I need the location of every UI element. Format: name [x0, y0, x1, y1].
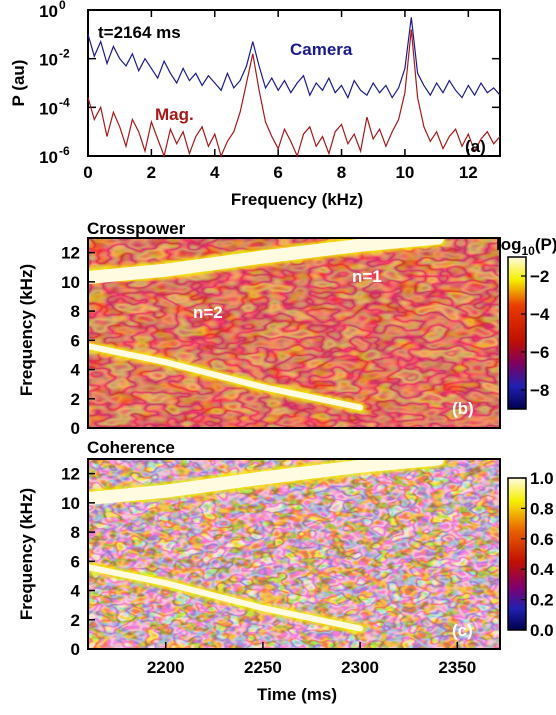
crosspower-panel: Crosspower 0 2 4 6 8 10 12 n=1 n=2 (b) Frequen… [17, 219, 556, 438]
colorbar-c [507, 477, 527, 631]
colorbar-tick-label: −2 [530, 267, 549, 286]
coherence-frame [87, 458, 501, 650]
colorbar-tick-label: 0.0 [530, 621, 554, 640]
crosspower-mode-tracks [88, 238, 447, 413]
x-tick-label: 2300 [341, 658, 379, 677]
x-tick-label: 4 [210, 163, 220, 182]
legend-mag: Mag. [155, 105, 194, 124]
x-tick-label: 2 [147, 163, 156, 182]
spectrum-plot-frame [87, 9, 501, 157]
colorbar-tick-label: −4 [530, 305, 550, 324]
mode-label-n1: n=1 [352, 267, 382, 286]
colorbar-tick-label: 0.6 [530, 530, 554, 549]
y-tick-label: 8 [71, 523, 80, 542]
mode-track-n=1 [88, 238, 445, 284]
panel-c-label: (c) [452, 621, 473, 640]
colorbar-b [507, 256, 527, 410]
spectrum-ylabel: P (au) [9, 60, 28, 107]
spectrum-xlabel: Frequency (kHz) [231, 190, 363, 209]
coherence-title: Coherence [87, 438, 175, 457]
mode-track-n=2 [88, 343, 364, 411]
y-tick-exponent: -6 [59, 144, 70, 158]
mode-track-n=2 [88, 564, 364, 632]
x-tick-label: 2350 [438, 658, 476, 677]
x-tick-label: 8 [337, 163, 346, 182]
y-tick-label: 12 [61, 465, 80, 484]
y-tick-label: 4 [71, 361, 81, 380]
y-tick-exponent: -2 [59, 47, 70, 61]
colorbar-tick-label: −6 [530, 343, 549, 362]
x-tick-label: 2250 [244, 658, 282, 677]
colorbar-tick-label: −8 [530, 381, 549, 400]
y-tick-label: 10 [39, 51, 58, 70]
y-tick-label: 10 [61, 273, 80, 292]
colorbar-c-ticks: 1.0 0.8 0.6 0.4 0.2 0.0 [521, 469, 554, 640]
coherence-xlabel: Time (ms) [257, 685, 337, 704]
coherence-ylabel: Frequency (kHz) [17, 488, 36, 620]
y-tick-label: 0 [71, 419, 80, 438]
colorbar-tick-label: 1.0 [530, 469, 554, 488]
y-tick-label: 2 [71, 390, 80, 409]
x-tick-label: 0 [83, 163, 92, 182]
y-tick-label: 10 [39, 2, 58, 21]
crosspower-frame [87, 237, 501, 429]
y-tick-label: 2 [71, 611, 80, 630]
series-line-camera [87, 17, 501, 100]
y-tick-label: 6 [71, 552, 80, 571]
colorbar-tick-label: 0.8 [530, 499, 554, 518]
y-tick-exponent: -4 [59, 95, 70, 109]
mode-label-n2: n=2 [193, 303, 223, 322]
crosspower-title: Crosspower [87, 219, 186, 238]
colorbar-tick-label: 0.4 [530, 560, 554, 579]
colorbar-b-label: log10(P) [496, 235, 556, 258]
panel-b-label: (b) [452, 399, 474, 418]
y-tick-label: 10 [39, 148, 58, 167]
y-tick-label: 4 [71, 582, 81, 601]
coherence-ticks: 0 2 4 6 8 10 12 2200 2250 2300 2350 [61, 465, 476, 677]
y-tick-label: 6 [71, 331, 80, 350]
y-tick-label: 0 [71, 640, 80, 659]
y-tick-label: 8 [71, 302, 80, 321]
y-tick-label: 12 [61, 244, 80, 263]
legend-camera: Camera [290, 40, 353, 59]
y-tick-label: 10 [61, 494, 80, 513]
spectrum-series [87, 17, 501, 159]
x-tick-label: 10 [395, 163, 414, 182]
colorbar-tick-label: 0.2 [530, 591, 554, 610]
x-tick-label: 12 [459, 163, 478, 182]
y-tick-label: 10 [39, 99, 58, 118]
colorbar-b-ticks: −2 −4 −6 −8 [521, 267, 550, 400]
y-tick-exponent: 0 [59, 0, 66, 12]
panel-a-label: (a) [465, 137, 486, 156]
crosspower-heatmap [88, 238, 500, 428]
crosspower-ylabel: Frequency (kHz) [17, 264, 36, 396]
coherence-mode-tracks [88, 459, 447, 634]
time-annotation: t=2164 ms [98, 23, 181, 42]
series-line-mag [87, 29, 501, 159]
crosspower-ticks: 0 2 4 6 8 10 12 [61, 244, 95, 438]
x-tick-label: 2200 [147, 658, 185, 677]
mode-track-n=1 [88, 459, 445, 505]
coherence-heatmap [88, 459, 500, 649]
x-tick-label: 6 [273, 163, 282, 182]
